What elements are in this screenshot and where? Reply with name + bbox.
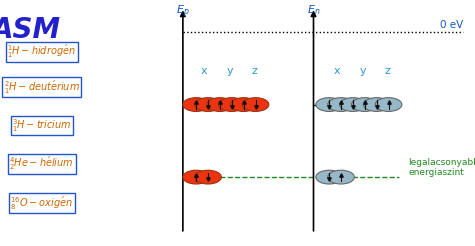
- Text: $\mathit{^{16}_{8}O-oxig\acute{e}n}$: $\mathit{^{16}_{8}O-oxig\acute{e}n}$: [10, 194, 73, 212]
- Text: $\mathit{^{3}_{1}H-tricium}$: $\mathit{^{3}_{1}H-tricium}$: [12, 117, 72, 134]
- Circle shape: [363, 98, 390, 111]
- Circle shape: [328, 170, 354, 184]
- Circle shape: [183, 98, 209, 111]
- Text: z: z: [384, 66, 390, 76]
- Text: z: z: [251, 66, 257, 76]
- Circle shape: [195, 170, 221, 184]
- Text: $E_n$: $E_n$: [307, 4, 320, 17]
- Circle shape: [183, 170, 209, 184]
- Circle shape: [328, 98, 354, 111]
- Circle shape: [316, 170, 342, 184]
- Text: y: y: [360, 66, 367, 76]
- Text: 0 eV: 0 eV: [440, 19, 463, 30]
- Text: $\mathit{^{2}_{1}H-deu t\acute{e}rium}$: $\mathit{^{2}_{1}H-deu t\acute{e}rium}$: [4, 79, 80, 96]
- Circle shape: [230, 98, 257, 111]
- Text: ASM: ASM: [0, 15, 61, 44]
- Text: legalacsonyabb
energiaszint: legalacsonyabb energiaszint: [408, 158, 475, 177]
- Circle shape: [218, 98, 245, 111]
- Text: x: x: [334, 66, 341, 76]
- Circle shape: [375, 98, 402, 111]
- Text: x: x: [201, 66, 208, 76]
- Text: y: y: [227, 66, 234, 76]
- Circle shape: [195, 98, 221, 111]
- Circle shape: [352, 98, 378, 111]
- Circle shape: [242, 98, 269, 111]
- Text: $E_p$: $E_p$: [176, 4, 190, 20]
- Circle shape: [340, 98, 366, 111]
- Text: $\mathit{^{1}_{1}H-hidrog\acute{e}n}$: $\mathit{^{1}_{1}H-hidrog\acute{e}n}$: [8, 43, 76, 60]
- Circle shape: [316, 98, 342, 111]
- Text: $\mathit{^{4}_{2}He-h\acute{e}lium}$: $\mathit{^{4}_{2}He-h\acute{e}lium}$: [10, 155, 74, 172]
- Circle shape: [207, 98, 233, 111]
